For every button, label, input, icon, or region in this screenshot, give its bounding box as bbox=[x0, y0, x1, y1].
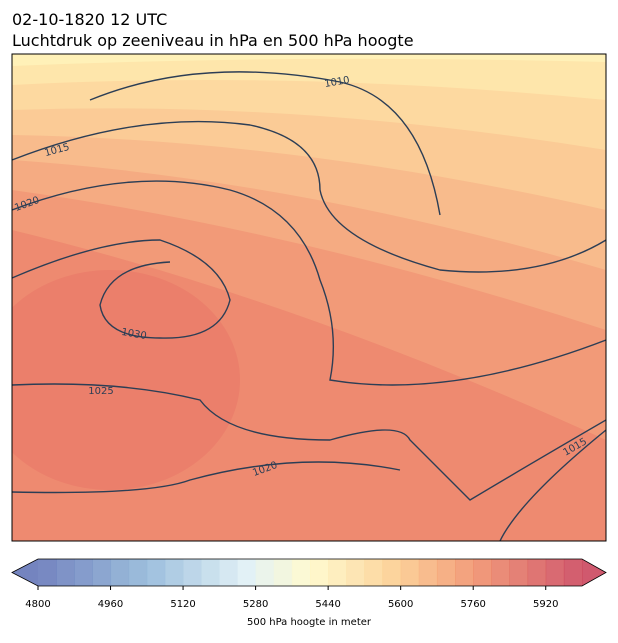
colorbar-segment bbox=[527, 559, 547, 586]
colorbar-segment bbox=[56, 559, 75, 586]
colorbar-segment bbox=[74, 559, 93, 586]
isobar bbox=[499, 429, 606, 541]
isobar bbox=[12, 180, 606, 386]
colorbar-segment bbox=[418, 559, 438, 586]
colorbar-segment bbox=[436, 559, 456, 586]
colorbar-segment bbox=[237, 559, 257, 586]
colorbar-tick-label: 4800 bbox=[25, 599, 50, 610]
colorbar-label: 500 hPa hoogte in meter bbox=[247, 617, 372, 628]
colorbar-segment bbox=[473, 559, 492, 586]
contour-label: 1030 bbox=[120, 327, 147, 342]
isobar bbox=[12, 120, 606, 273]
map: 1010 1015 1020 1030 1025 1020 1015 bbox=[12, 54, 606, 541]
isobar bbox=[12, 383, 606, 501]
colorbar-segment bbox=[491, 559, 510, 586]
colorbar-tick-label: 5280 bbox=[243, 599, 268, 610]
isobar bbox=[12, 461, 401, 494]
colorbar: 4800 4960 5120 5280 5440 5600 5760 5920 bbox=[11, 558, 607, 610]
colorbar-segment bbox=[110, 559, 130, 586]
colorbar-segment bbox=[201, 559, 220, 586]
colorbar-segment bbox=[38, 559, 57, 586]
colorbar-tick-label: 4960 bbox=[98, 599, 123, 610]
title: Luchtdruk op zeeniveau in hPa en 500 hPa… bbox=[12, 31, 414, 50]
colorbar-segment bbox=[364, 559, 384, 586]
colorbar-segment bbox=[219, 559, 238, 586]
colorbar-extend bbox=[12, 559, 38, 586]
colorbar-tick-label: 5760 bbox=[460, 599, 485, 610]
map-frame bbox=[11, 53, 607, 542]
colorbar-segment bbox=[183, 559, 202, 586]
colorbar-tick-label: 5440 bbox=[315, 599, 340, 610]
colorbar-segment bbox=[455, 559, 474, 586]
colorbar-segment bbox=[382, 559, 402, 586]
colorbar-tick-label: 5120 bbox=[170, 599, 195, 610]
colorbar-segment bbox=[346, 559, 365, 586]
colorbar-segment bbox=[291, 559, 311, 586]
isobar bbox=[89, 71, 441, 216]
isobar bbox=[12, 239, 231, 339]
colorbar-segment bbox=[400, 559, 420, 586]
colorbar-segment bbox=[92, 559, 112, 586]
colorbar-segment bbox=[273, 559, 293, 586]
band bbox=[12, 54, 606, 66]
colorbar-segment bbox=[545, 559, 565, 586]
colorbar-tick-label: 5600 bbox=[388, 599, 413, 610]
colorbar-segment bbox=[255, 559, 275, 586]
colorbar-segment bbox=[164, 559, 184, 586]
band bbox=[12, 270, 240, 490]
contour-label: 1025 bbox=[88, 386, 113, 397]
colorbar-tick-label: 5920 bbox=[533, 599, 558, 610]
contour-label: 1010 bbox=[324, 75, 351, 90]
date: 02-10-1820 12 UTC bbox=[12, 10, 167, 29]
colorbar-segment bbox=[128, 559, 148, 586]
colorbar-segment bbox=[563, 559, 583, 586]
colorbar-segment bbox=[509, 559, 529, 586]
colorbar-segment bbox=[328, 559, 347, 586]
colorbar-segment bbox=[146, 559, 166, 586]
colorbar-extend bbox=[582, 559, 606, 586]
colorbar-segment bbox=[310, 559, 329, 586]
